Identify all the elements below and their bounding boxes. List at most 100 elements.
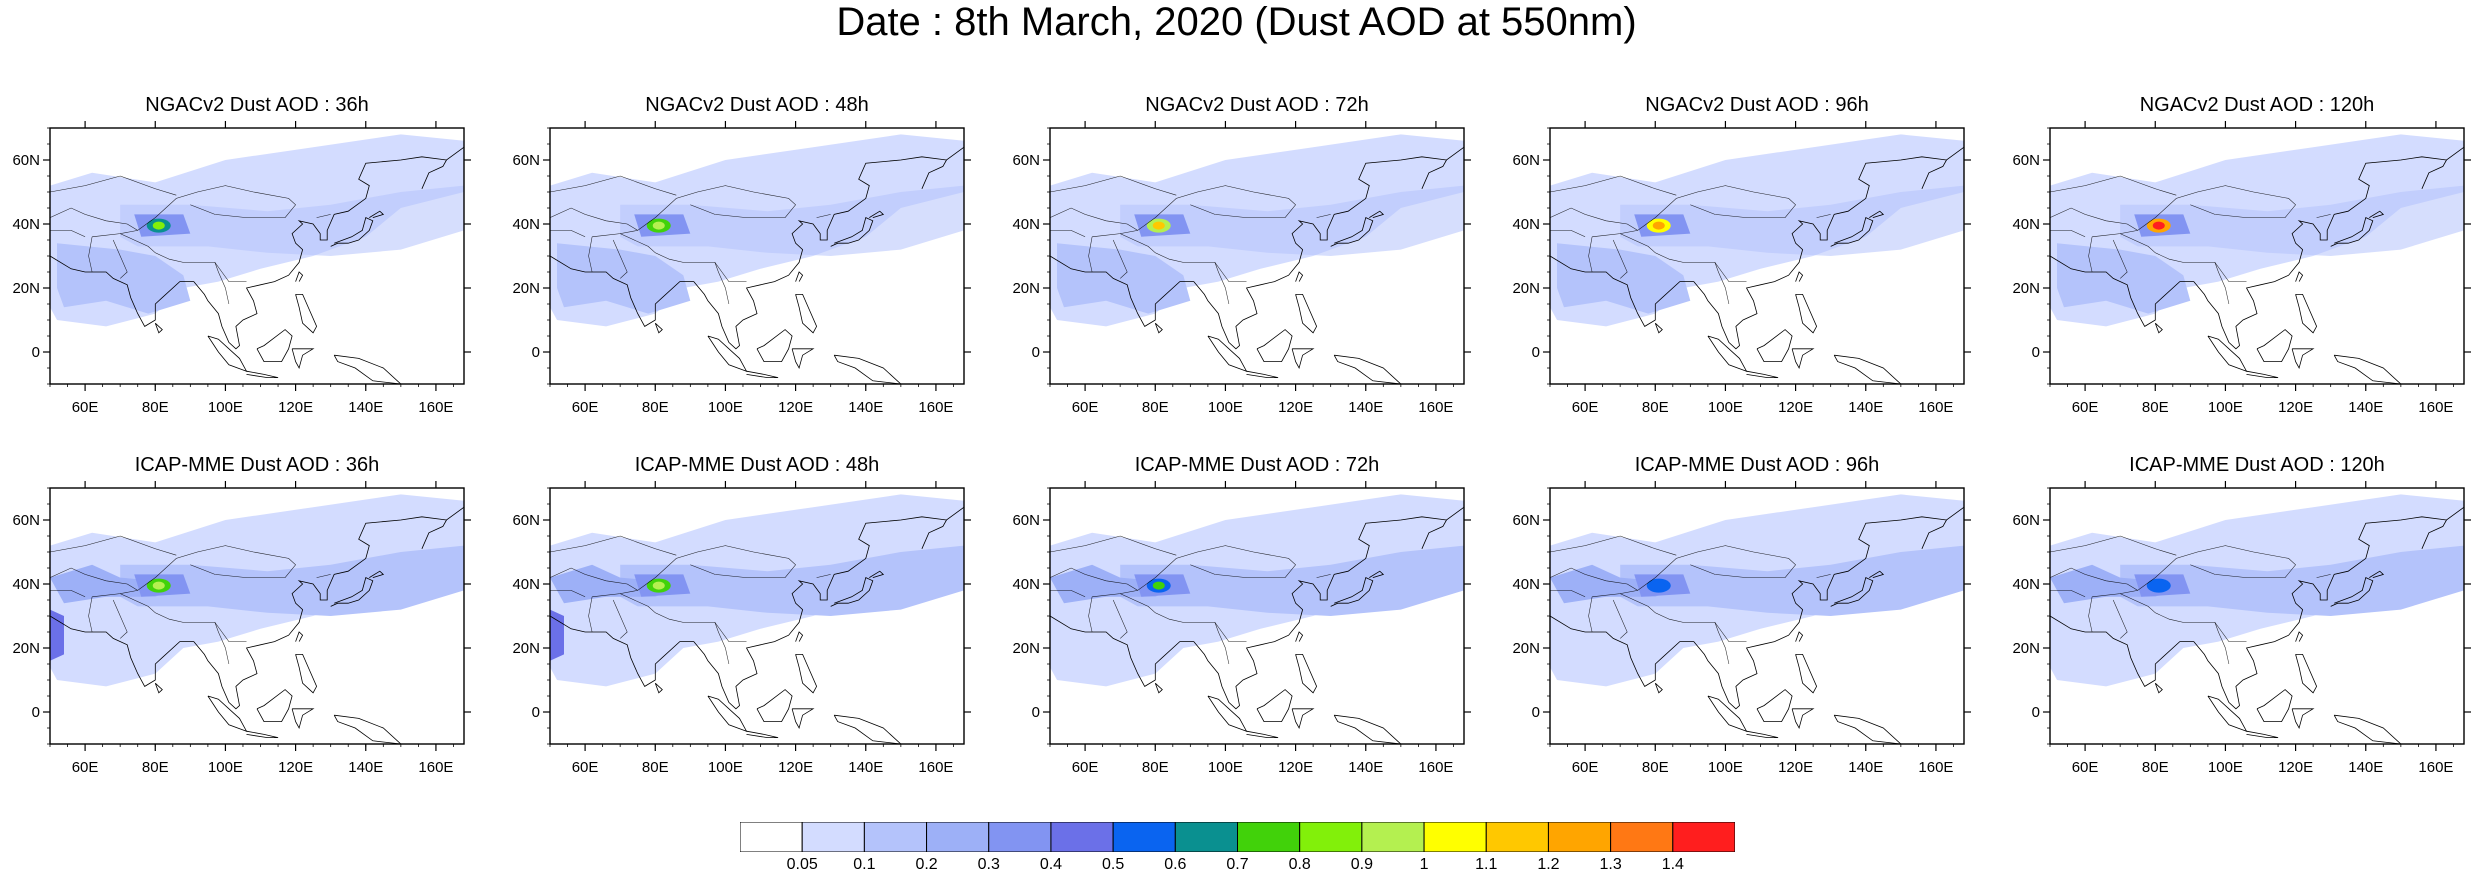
colorbar-swatch [1174,822,1238,852]
colorbar-label: 1.4 [1661,856,1684,873]
lon-tick-label: 100E [1708,759,1743,776]
colorbar-swatch [1547,822,1612,852]
lon-tick-label: 120E [278,399,313,416]
lon-tick-label: 120E [778,759,813,776]
lon-tick-label: 80E [642,759,669,776]
aod-field [2050,494,2464,687]
aod-peak-core [2152,581,2165,590]
aod-field [50,134,464,327]
lon-tick-label: 100E [1208,399,1243,416]
lat-tick-label: 60N [1512,152,1540,169]
colorbar-label: 0.2 [915,856,938,873]
lon-tick-label: 120E [1278,759,1313,776]
lon-tick-label: 80E [1142,399,1169,416]
lon-tick-label: 160E [1918,399,1953,416]
colorbar-swatch [1112,822,1176,852]
panel-title: NGACv2 Dust AOD : 72h [1145,94,1369,116]
aod-band-region [1120,185,1464,256]
coastlines [49,146,465,385]
lat-tick-label: 40N [12,216,40,233]
map-panel: 60N 40N 20N 0 60E 80E 100E 120E 140E 160E [1012,481,1471,776]
aod-south-asia-region [2057,243,2191,314]
lon-tick-label: 100E [1708,399,1743,416]
colorbar-swatch [1299,822,1363,852]
colorbar-label: 0.8 [1288,856,1311,873]
lon-tick-label: 140E [348,399,383,416]
lon-tick-label: 80E [1142,759,1169,776]
panel-title: NGACv2 Dust AOD : 36h [145,94,369,116]
panel-title: NGACv2 Dust AOD : 120h [2139,94,2375,116]
map-panel: 60N 40N 20N 0 60E 80E 100E 120E 140E 160E [1512,121,1971,416]
aod-band-region [620,185,964,256]
colorbar-swatch [988,822,1052,852]
aod-peak-core [652,581,665,590]
lat-tick-label: 20N [12,640,40,657]
lat-tick-label: 40N [512,576,540,593]
lon-tick-label: 140E [2348,759,2383,776]
aod-field [1550,134,1964,327]
lon-tick-label: 100E [708,399,743,416]
panel-title: ICAP-MME Dust AOD : 48h [634,454,880,476]
lon-tick-label: 120E [1778,759,1813,776]
lon-tick-label: 100E [2208,759,2243,776]
lat-tick-label: 60N [12,512,40,529]
colorbar-swatch [1050,822,1114,852]
lat-tick-label: 60N [512,512,540,529]
lon-tick-label: 120E [278,759,313,776]
lat-tick-label: 60N [1512,512,1540,529]
lat-tick-label: 20N [2012,640,2040,657]
colorbar-labels: 0.05 0.1 0.2 0.3 0.4 0.5 0.6 0.7 0.8 0.9 1 1.1 1.2 1.… [740,856,1740,874]
colorbar-label: 0.6 [1164,856,1187,873]
colorbar-label: 1.3 [1599,856,1622,873]
lon-tick-label: 160E [1918,759,1953,776]
coastlines [2049,506,2465,745]
aod-peak-core [1652,581,1665,590]
lon-tick-label: 140E [1348,399,1383,416]
aod-field [550,134,964,327]
lat-tick-label: 60N [1012,152,1040,169]
colorbar [740,822,1735,852]
lon-tick-label: 120E [778,399,813,416]
map-panel: 60N 40N 20N 0 60E 80E 100E 120E 140E 160E [12,481,471,776]
lon-tick-label: 160E [2418,759,2453,776]
lon-tick-label: 60E [1072,759,1099,776]
colorbar-swatch [1237,822,1301,852]
lon-tick-label: 140E [348,759,383,776]
lat-tick-label: 40N [2012,216,2040,233]
colorbar-swatch [926,822,990,852]
lat-tick-label: 20N [512,640,540,657]
lon-tick-label: 160E [918,759,953,776]
lon-tick-label: 80E [1642,759,1669,776]
lon-tick-label: 160E [918,399,953,416]
coastlines [1049,506,1465,745]
lat-tick-label: 20N [12,280,40,297]
colorbar-label: 1.2 [1537,856,1560,873]
aod-field [2050,134,2464,327]
aod-south-asia-region [1057,243,1191,314]
lat-tick-label: 20N [512,280,540,297]
aod-peak-core [1652,221,1665,230]
coastlines [2049,146,2465,385]
colorbar-swatch [1610,822,1674,852]
aod-band-region [1120,545,1464,616]
lat-tick-label: 20N [1012,640,1040,657]
lon-tick-label: 100E [708,759,743,776]
aod-peak-core [1152,221,1165,230]
lon-tick-label: 80E [1642,399,1669,416]
lon-tick-label: 160E [2418,399,2453,416]
colorbar-label: 0.4 [1039,856,1063,873]
panel-title: ICAP-MME Dust AOD : 120h [2129,454,2385,476]
lat-tick-label: 40N [1012,216,1040,233]
lat-tick-label: 0 [1532,704,1540,721]
lat-tick-label: 0 [1532,344,1540,361]
lat-tick-label: 20N [1512,280,1540,297]
lon-tick-label: 100E [2208,399,2243,416]
lat-tick-label: 40N [512,216,540,233]
lon-tick-label: 120E [1778,399,1813,416]
lon-tick-label: 60E [2072,399,2099,416]
panel-title: NGACv2 Dust AOD : 96h [1645,94,1869,116]
map-panel: 60N 40N 20N 0 60E 80E 100E 120E 140E 160E [1512,481,1971,776]
lat-tick-label: 0 [1032,344,1040,361]
lat-tick-label: 40N [2012,576,2040,593]
colorbar-swatch [1485,822,1549,852]
